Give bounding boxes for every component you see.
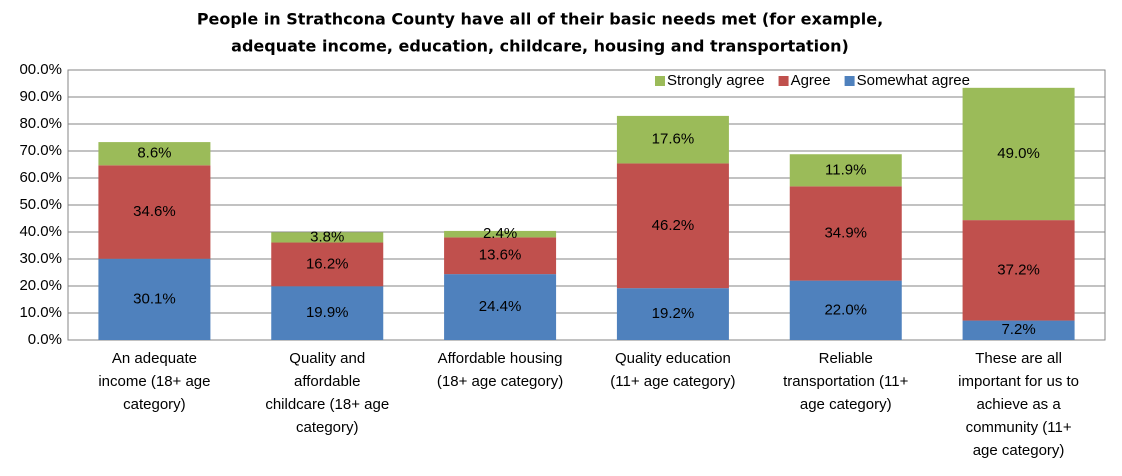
data-label: 46.2%: [652, 217, 695, 234]
y-tick-label: 10.0%: [19, 304, 62, 321]
data-label: 19.2%: [652, 305, 695, 322]
bar-segment: [962, 220, 1075, 321]
bar-segment: [444, 230, 557, 238]
data-label: 7.2%: [1001, 321, 1035, 338]
chart-title: People in Strathcona County have all of …: [197, 10, 883, 29]
bar-segment: [616, 115, 729, 164]
bar-segment: [98, 142, 211, 166]
data-label: 24.4%: [479, 298, 522, 315]
bar-segment: [616, 163, 729, 289]
legend-swatch: [778, 76, 789, 86]
data-label: 3.8%: [310, 228, 344, 245]
y-tick-label: 20.0%: [19, 277, 62, 294]
legend-swatch: [844, 76, 855, 86]
x-tick-label: Reliable: [819, 350, 873, 367]
y-tick-label: 80.0%: [19, 115, 62, 132]
x-tick-label: childcare (18+ age: [265, 396, 389, 413]
y-tick-label: 40.0%: [19, 223, 62, 240]
legend-label: Agree: [791, 72, 831, 89]
data-label: 11.9%: [825, 161, 866, 178]
y-tick-label: 60.0%: [19, 169, 62, 186]
x-tick-label: age category): [973, 442, 1065, 459]
y-tick-label: 90.0%: [19, 88, 62, 105]
bar-segment: [271, 232, 384, 243]
bar-segment: [789, 186, 902, 281]
y-tick-label: 30.0%: [19, 250, 62, 267]
bar-segment: [271, 242, 384, 287]
bar-segment: [789, 280, 902, 340]
bar-segment: [98, 165, 211, 259]
legend-label: Somewhat agree: [857, 72, 970, 89]
bar-segment: [271, 286, 384, 340]
legend-swatch: [655, 76, 665, 86]
data-label: 30.1%: [133, 290, 176, 307]
x-tick-label: (18+ age category): [437, 373, 563, 390]
y-tick-label: 0.0%: [28, 331, 62, 348]
plot-border: [67, 69, 1106, 341]
bar-segment: [98, 258, 211, 340]
data-label: 34.9%: [824, 224, 867, 241]
x-tick-label: category): [123, 396, 186, 413]
data-label: 49.0%: [997, 145, 1040, 162]
x-tick-label: Affordable housing: [438, 350, 563, 367]
x-tick-label: category): [296, 419, 359, 436]
x-tick-label: These are all: [975, 350, 1062, 367]
x-tick-label: transportation (11+: [783, 373, 908, 390]
x-tick-label: affordable: [294, 373, 360, 390]
data-label: 2.4%: [483, 225, 517, 242]
data-label: 16.2%: [306, 255, 349, 272]
bar-segment: [962, 320, 1075, 340]
data-label: 13.6%: [479, 247, 522, 264]
x-tick-label: Quality and: [289, 350, 365, 367]
data-label: 22.0%: [824, 301, 867, 318]
chart-title: adequate income, education, childcare, h…: [231, 37, 849, 56]
data-label: 19.9%: [306, 304, 349, 321]
bar-segment: [962, 87, 1075, 221]
x-tick-label: important for us to: [958, 373, 1079, 390]
y-tick-label: 00.0%: [19, 61, 62, 78]
bar-segment: [616, 288, 729, 340]
bar-segment: [789, 154, 902, 187]
data-label: 17.6%: [652, 131, 695, 148]
y-tick-label: 70.0%: [19, 142, 62, 159]
bar-segment: [444, 274, 557, 340]
y-tick-label: 50.0%: [19, 196, 62, 213]
legend-label: Strongly agree: [667, 72, 765, 89]
x-tick-label: achieve as a: [976, 396, 1061, 413]
x-tick-label: An adequate: [112, 350, 197, 367]
bar-segment: [444, 237, 557, 275]
x-tick-label: Quality education: [615, 350, 731, 367]
data-label: 34.6%: [133, 203, 176, 220]
x-tick-label: community (11+: [966, 419, 1072, 436]
x-tick-label: age category): [800, 396, 892, 413]
data-label: 37.2%: [997, 261, 1040, 278]
x-tick-label: (11+ age category): [610, 373, 735, 390]
data-label: 8.6%: [137, 145, 171, 162]
x-tick-label: income (18+ age: [98, 373, 210, 390]
